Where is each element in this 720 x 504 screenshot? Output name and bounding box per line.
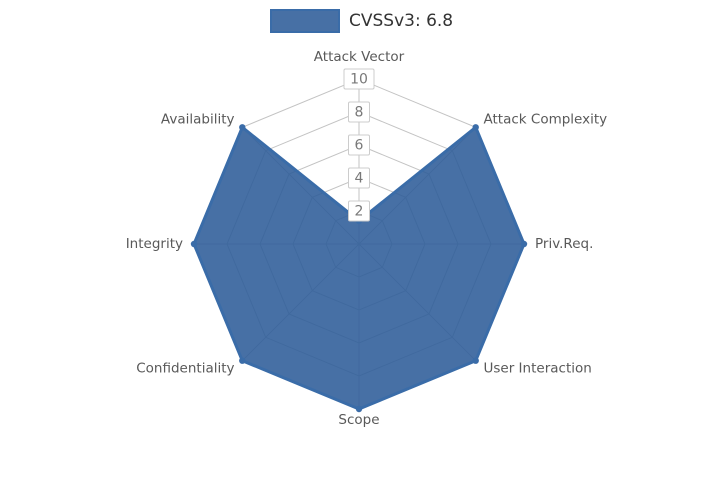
axis-label-attack-vector: Attack Vector	[314, 49, 405, 65]
radial-tick-box	[343, 68, 375, 90]
legend-label: CVSSv3: 6.8	[349, 11, 454, 31]
data-point-attack-complexity	[472, 124, 479, 131]
radial-tick-label: 10	[350, 72, 368, 88]
axis-label-availability: Availability	[161, 112, 235, 128]
radial-tick-label: 8	[355, 105, 364, 121]
axis-label-priv-req: Priv.Req.	[535, 236, 593, 252]
axis-label-confidentiality: Confidentiality	[136, 361, 234, 377]
radial-tick-label: 2	[355, 204, 364, 220]
radial-tick-box	[348, 167, 370, 189]
radial-tick-label: 6	[355, 138, 364, 154]
axis-label-user-interaction: User Interaction	[484, 361, 592, 377]
radial-tick-box	[348, 200, 370, 222]
axis-label-scope: Scope	[338, 412, 379, 428]
legend: CVSSv3: 6.8	[270, 9, 453, 33]
radial-tick-box	[348, 134, 370, 156]
radial-tick-label: 4	[355, 171, 364, 187]
axis-label-integrity: Integrity	[126, 236, 183, 252]
data-point-availability	[239, 124, 246, 131]
data-point-priv-req	[520, 240, 528, 248]
data-point-integrity	[190, 240, 198, 248]
radial-tick-box	[348, 101, 370, 123]
data-point-confidentiality	[239, 357, 246, 364]
axis-label-attack-complexity: Attack Complexity	[484, 112, 608, 128]
legend-swatch	[270, 9, 340, 33]
data-point-user-interaction	[472, 357, 479, 364]
data-point-scope	[355, 405, 363, 413]
